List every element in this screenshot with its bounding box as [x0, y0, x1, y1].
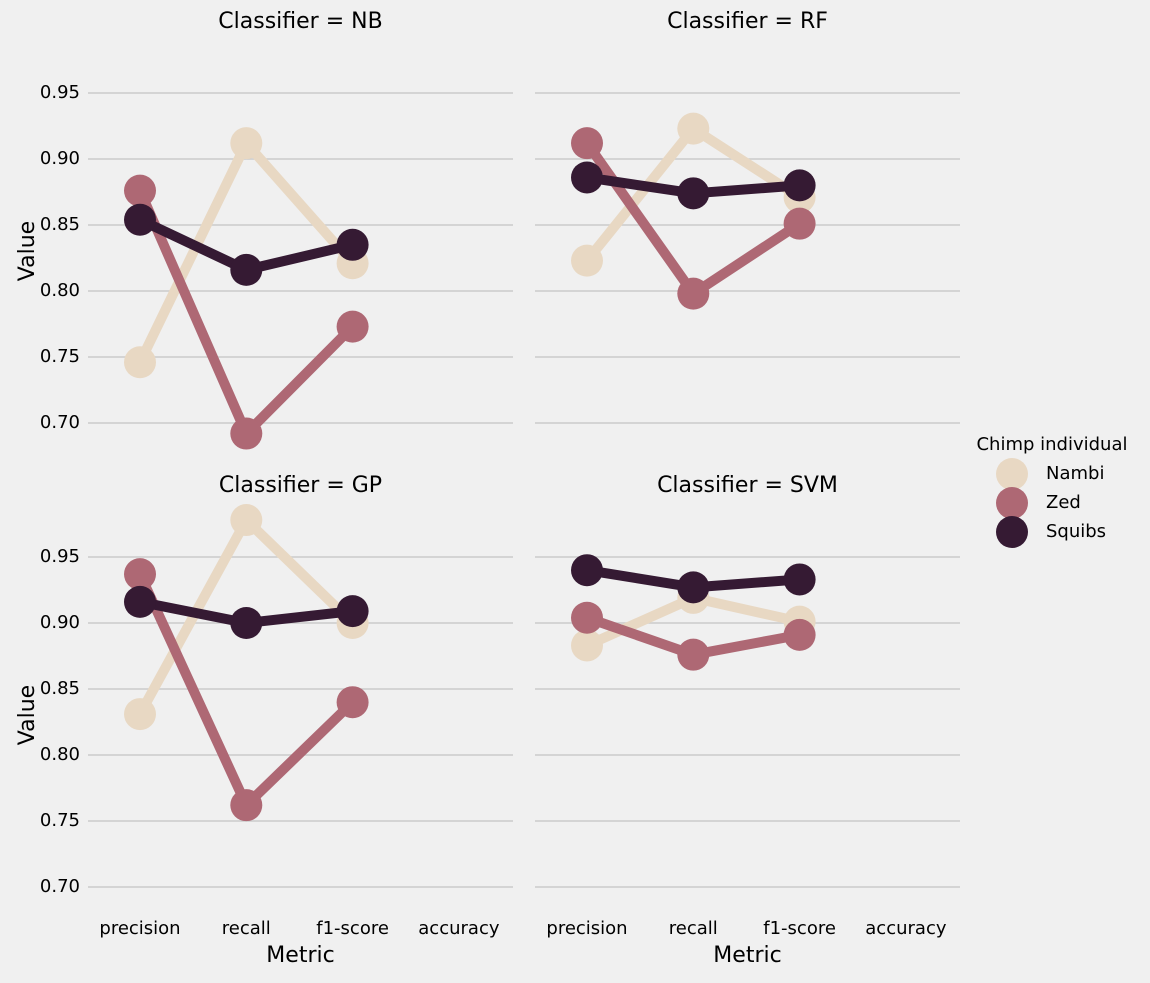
facet-title-classifier-rf: Classifier = RF: [667, 9, 828, 34]
y-axis-label: Value: [15, 221, 40, 281]
point-squibs-recall: [230, 253, 263, 286]
x-tick-label-f1-score: f1-score: [763, 918, 836, 939]
facet-title-classifier-nb: Classifier = NB: [218, 9, 382, 34]
point-zed-recall: [677, 277, 710, 310]
point-zed-precision: [124, 174, 156, 207]
point-zed-recall: [230, 789, 263, 822]
legend-label-nambi: Nambi: [1046, 463, 1104, 484]
y-tick-label: 0.95: [40, 546, 80, 567]
point-zed-f1-score: [336, 686, 369, 719]
facet-title-classifier-gp: Classifier = GP: [219, 473, 382, 498]
point-nambi-recall: [230, 127, 263, 160]
y-tick-label: 0.85: [40, 214, 80, 235]
point-zed-f1-score: [783, 618, 816, 651]
facet-title-classifier-svm: Classifier = SVM: [657, 473, 838, 498]
x-tick-label-precision: precision: [546, 918, 627, 939]
y-tick-label: 0.75: [40, 810, 80, 831]
legend-marker-nambi: [996, 458, 1028, 490]
point-nambi-recall: [677, 112, 710, 145]
x-tick-label-f1-score: f1-score: [316, 918, 389, 939]
point-squibs-f1-score: [336, 228, 369, 261]
y-tick-label: 0.85: [40, 678, 80, 699]
point-squibs-precision: [571, 161, 603, 194]
point-squibs-precision: [124, 585, 156, 618]
point-zed-recall: [230, 417, 263, 450]
point-squibs-f1-score: [336, 595, 369, 628]
point-zed-precision: [571, 601, 603, 634]
point-zed-f1-score: [336, 310, 369, 343]
point-nambi-precision: [571, 244, 603, 277]
y-tick-label: 0.80: [40, 744, 80, 765]
point-zed-f1-score: [783, 207, 816, 240]
x-tick-label-accuracy: accuracy: [865, 918, 947, 939]
point-squibs-recall: [230, 607, 263, 639]
x-axis-label: Metric: [713, 943, 781, 968]
y-tick-label: 0.90: [40, 148, 80, 169]
x-tick-label-recall: recall: [222, 918, 271, 939]
x-tick-label-recall: recall: [669, 918, 718, 939]
y-tick-label: 0.95: [40, 82, 80, 103]
x-tick-label-accuracy: accuracy: [418, 918, 500, 939]
x-tick-label-precision: precision: [99, 918, 180, 939]
legend-marker-squibs: [996, 516, 1028, 548]
point-nambi-precision: [124, 698, 156, 731]
point-squibs-precision: [571, 554, 603, 587]
y-axis-label: Value: [15, 685, 40, 745]
point-nambi-precision: [571, 629, 603, 662]
point-squibs-recall: [677, 177, 710, 210]
legend-title: Chimp individual: [976, 434, 1127, 455]
legend-marker-zed: [996, 487, 1028, 519]
point-zed-recall: [677, 638, 710, 671]
point-squibs-recall: [677, 571, 710, 604]
point-nambi-recall: [230, 504, 263, 537]
point-zed-precision: [124, 558, 156, 591]
point-zed-precision: [571, 127, 603, 160]
legend-label-squibs: Squibs: [1046, 521, 1106, 542]
point-squibs-f1-score: [783, 169, 816, 202]
x-axis-label: Metric: [266, 943, 334, 968]
y-tick-label: 0.90: [40, 612, 80, 633]
y-tick-label: 0.75: [40, 346, 80, 367]
y-tick-label: 0.80: [40, 280, 80, 301]
point-nambi-precision: [124, 346, 156, 379]
legend-label-zed: Zed: [1046, 492, 1081, 513]
y-tick-label: 0.70: [40, 876, 80, 897]
point-squibs-f1-score: [783, 563, 816, 596]
point-squibs-precision: [124, 203, 156, 236]
y-tick-label: 0.70: [40, 412, 80, 433]
